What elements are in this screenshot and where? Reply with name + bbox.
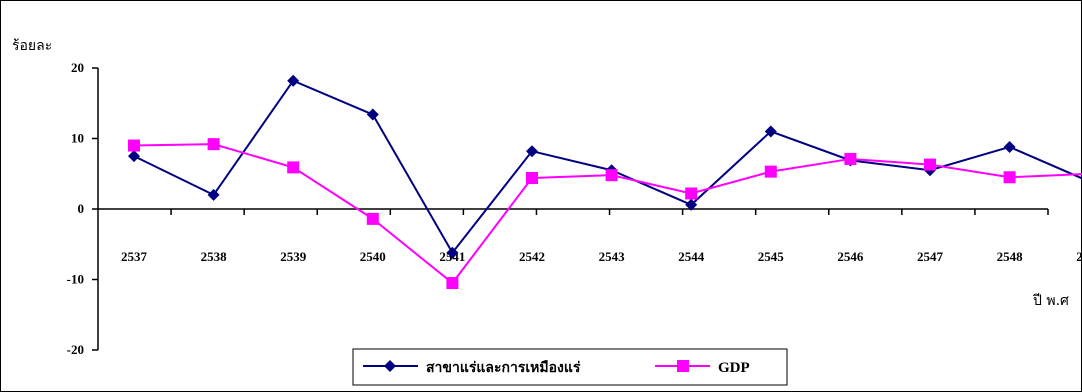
legend: สาขาแร่และการเหมืองแร่ GDP: [352, 348, 788, 386]
data-point-mining: [764, 125, 777, 138]
x-tick-label: 2547: [917, 249, 944, 264]
y-tick-label: 0: [78, 201, 85, 216]
y-tick-label: 20: [71, 60, 84, 75]
data-point-gdp: [366, 212, 379, 225]
data-point-gdp: [685, 187, 698, 200]
data-point-gdp: [207, 138, 220, 151]
x-tick-label: 2546: [837, 249, 864, 264]
x-tick-label: 2543: [599, 249, 626, 264]
legend-box: [352, 348, 788, 386]
y-tick-label: -20: [67, 342, 84, 357]
y-tick-label: 10: [71, 131, 84, 146]
data-point-gdp: [446, 277, 459, 290]
data-point-mining: [446, 246, 459, 259]
x-tick-label: 2548: [997, 249, 1024, 264]
axes: -20-100102025372538253925402541254225432…: [67, 60, 1082, 357]
x-tick-label: 2542: [519, 249, 545, 264]
data-point-gdp: [764, 165, 777, 178]
x-tick-label: 2549: [1076, 249, 1082, 264]
data-point-mining: [685, 198, 698, 211]
data-point-mining: [1003, 140, 1016, 153]
legend-marker-mining: [384, 360, 396, 372]
legend-label-gdp: GDP: [718, 360, 750, 376]
legend-marker-gdp: [677, 360, 689, 372]
data-point-mining: [128, 150, 140, 163]
x-tick-label: 2540: [360, 249, 386, 264]
data-point-mining: [287, 74, 300, 87]
legend-label-mining: สาขาแร่และการเหมืองแร่: [426, 360, 581, 376]
x-tick-label: 2538: [201, 249, 228, 264]
data-point-gdp: [1003, 171, 1016, 184]
x-tick-label: 2545: [758, 249, 785, 264]
x-tick-label: 2537: [121, 249, 148, 264]
data-point-mining: [366, 108, 379, 121]
x-tick-label: 2544: [678, 249, 705, 264]
data-point-gdp: [924, 158, 936, 171]
data-point-gdp: [128, 139, 140, 152]
data-point-gdp: [287, 161, 300, 174]
data-point-gdp: [605, 169, 618, 182]
series-layer: [128, 74, 1082, 290]
x-tick-label: 2539: [280, 249, 307, 264]
y-axis-label: ร้อยละ: [12, 38, 52, 54]
data-point-gdp: [526, 171, 538, 184]
data-point-mining: [526, 145, 538, 158]
data-point-gdp: [844, 152, 857, 165]
x-axis-label: ปี พ.ศ: [1033, 293, 1069, 309]
y-tick-label: -10: [67, 272, 84, 287]
data-point-mining: [207, 188, 220, 201]
